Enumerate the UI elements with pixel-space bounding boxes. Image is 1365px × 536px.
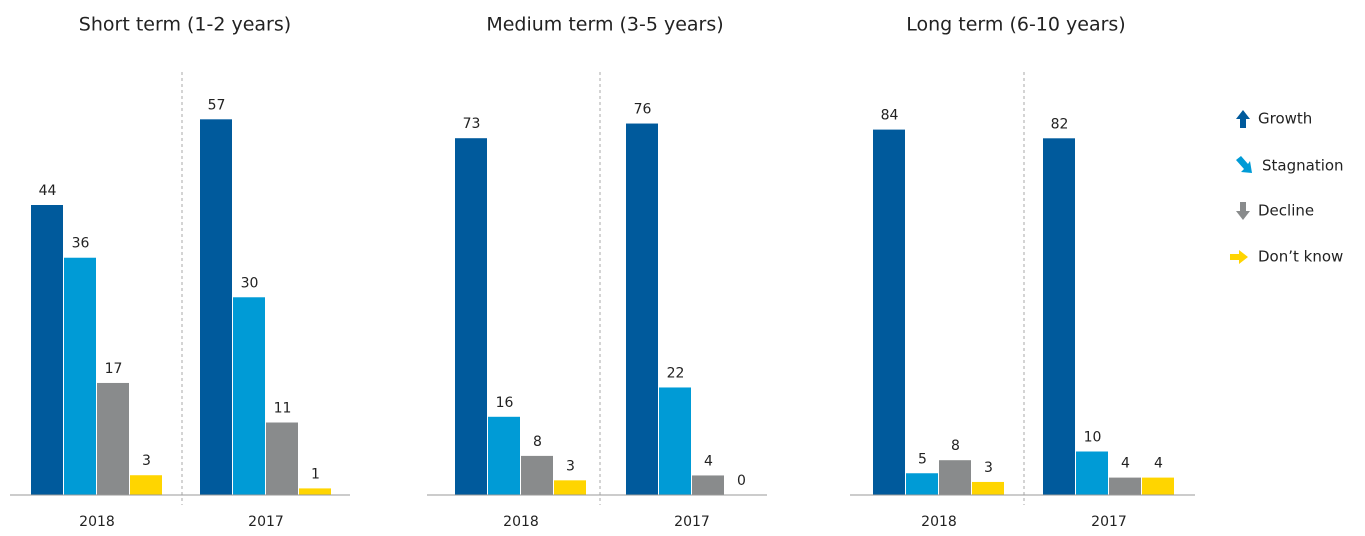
panel-title: Long term (6-10 years) [906, 14, 1125, 36]
value-label: 3 [566, 458, 575, 474]
value-label: 10 [1084, 430, 1102, 446]
value-label: 22 [667, 365, 685, 381]
bar [488, 416, 520, 495]
value-label: 82 [1051, 116, 1069, 132]
value-label: 44 [39, 183, 57, 199]
x-tick-label: 2018 [921, 514, 957, 530]
legend-icons [1230, 110, 1252, 264]
panel-title: Short term (1-2 years) [79, 14, 291, 36]
legend-label: Stagnation [1262, 157, 1344, 175]
growth-icon [1236, 110, 1250, 128]
bar [1142, 477, 1174, 495]
value-label: 1 [311, 466, 320, 482]
value-label: 16 [496, 395, 514, 411]
value-label: 3 [142, 453, 151, 469]
value-label: 8 [533, 434, 542, 450]
value-label: 36 [72, 236, 90, 252]
bar [939, 460, 971, 495]
bar [1109, 477, 1141, 495]
bar [626, 123, 658, 495]
value-label: 3 [984, 460, 993, 476]
legend-label: Decline [1258, 202, 1314, 220]
bar [972, 481, 1004, 495]
decline-icon [1236, 202, 1250, 220]
value-label: 4 [704, 453, 713, 469]
x-tick-label: 2017 [248, 514, 284, 530]
value-label: 76 [634, 102, 652, 118]
value-label: 5 [918, 451, 927, 467]
bar [64, 257, 96, 495]
value-label: 11 [274, 401, 292, 417]
x-tick-label: 2017 [1091, 514, 1127, 530]
bar [906, 473, 938, 495]
x-tick-label: 2018 [503, 514, 539, 530]
bar [554, 480, 586, 495]
value-label: 4 [1121, 456, 1130, 472]
dont-know-icon [1230, 250, 1248, 264]
bar [130, 475, 162, 495]
bar [873, 129, 905, 495]
bar [266, 422, 298, 495]
value-label: 73 [463, 116, 481, 132]
legend-label: Growth [1258, 110, 1312, 128]
bar [299, 488, 331, 495]
value-label: 17 [105, 361, 123, 377]
bar [1076, 451, 1108, 495]
value-label: 0 [737, 473, 746, 489]
value-label: 30 [241, 275, 259, 291]
bar [97, 382, 129, 495]
bar [455, 138, 487, 495]
bar [31, 205, 63, 495]
panel-title: Medium term (3-5 years) [486, 14, 723, 36]
x-tick-label: 2018 [79, 514, 115, 530]
bar [521, 455, 553, 495]
value-label: 8 [951, 438, 960, 454]
value-label: 4 [1154, 456, 1163, 472]
stagnation-icon [1236, 156, 1252, 173]
bar [1043, 138, 1075, 496]
bar [659, 387, 691, 495]
bar [200, 119, 232, 496]
value-label: 84 [881, 108, 899, 124]
x-tick-label: 2017 [674, 514, 710, 530]
bar [233, 297, 265, 495]
legend-label: Don’t know [1258, 248, 1343, 266]
value-label: 57 [208, 97, 226, 113]
bar [692, 475, 724, 495]
